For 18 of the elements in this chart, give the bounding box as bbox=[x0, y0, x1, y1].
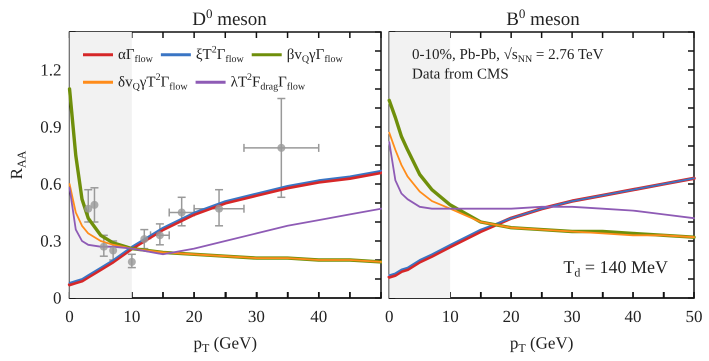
y-tick-label: 0.9 bbox=[40, 118, 62, 136]
x-tick-label: 30 bbox=[248, 307, 265, 326]
x-tick-label: 10 bbox=[123, 307, 140, 326]
y-tick-label: 0.3 bbox=[40, 232, 62, 250]
y-tick-label: 0 bbox=[53, 288, 62, 308]
x-tick-label: 0 bbox=[385, 307, 394, 326]
x-tick-label: 30 bbox=[564, 307, 581, 326]
y-tick-label: 0.6 bbox=[40, 174, 62, 194]
x-tick-label: 0 bbox=[65, 307, 74, 326]
x-tick-label: 40 bbox=[310, 307, 328, 326]
x-tick-label: 40 bbox=[624, 307, 642, 326]
x-tick-label: 10 bbox=[442, 307, 459, 326]
x-tick-label: 20 bbox=[502, 307, 520, 326]
y-axis-title: RAA bbox=[7, 150, 29, 180]
y-tick-label: 1.2 bbox=[40, 60, 62, 80]
annotation: Data from CMS bbox=[412, 66, 509, 82]
x-tick-label: 20 bbox=[186, 307, 203, 326]
x-tick-label: 50 bbox=[686, 307, 702, 326]
